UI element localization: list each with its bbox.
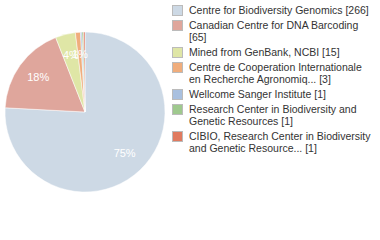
html-text:Research Center in Biodiversit: Research Center in Biodiversity and Gene… [189, 103, 357, 127]
svg-text:75%: 75% [114, 147, 136, 159]
html-text:Centre for Biodiversity Genomi: Centre for Biodiversity Genomics [266] [189, 4, 369, 16]
html-text:CIBIO, Research Center in Biod: CIBIO, Research Center in Biodiversity a… [189, 130, 371, 154]
html-text:Wellcome Sanger Institute [1]: Wellcome Sanger Institute [1] [189, 88, 326, 100]
html-text:Centre de Cooperation Internat: Centre de Cooperation Internationale en … [189, 61, 362, 85]
html-text:Mined from GenBank, NCBI [15]: Mined from GenBank, NCBI [15] [189, 46, 340, 58]
html-text:Canadian Centre for DNA Barcod: Canadian Centre for DNA Barcoding [65] [189, 19, 359, 43]
svg-text:18%: 18% [27, 71, 49, 83]
svg-text:1%: 1% [72, 48, 88, 60]
